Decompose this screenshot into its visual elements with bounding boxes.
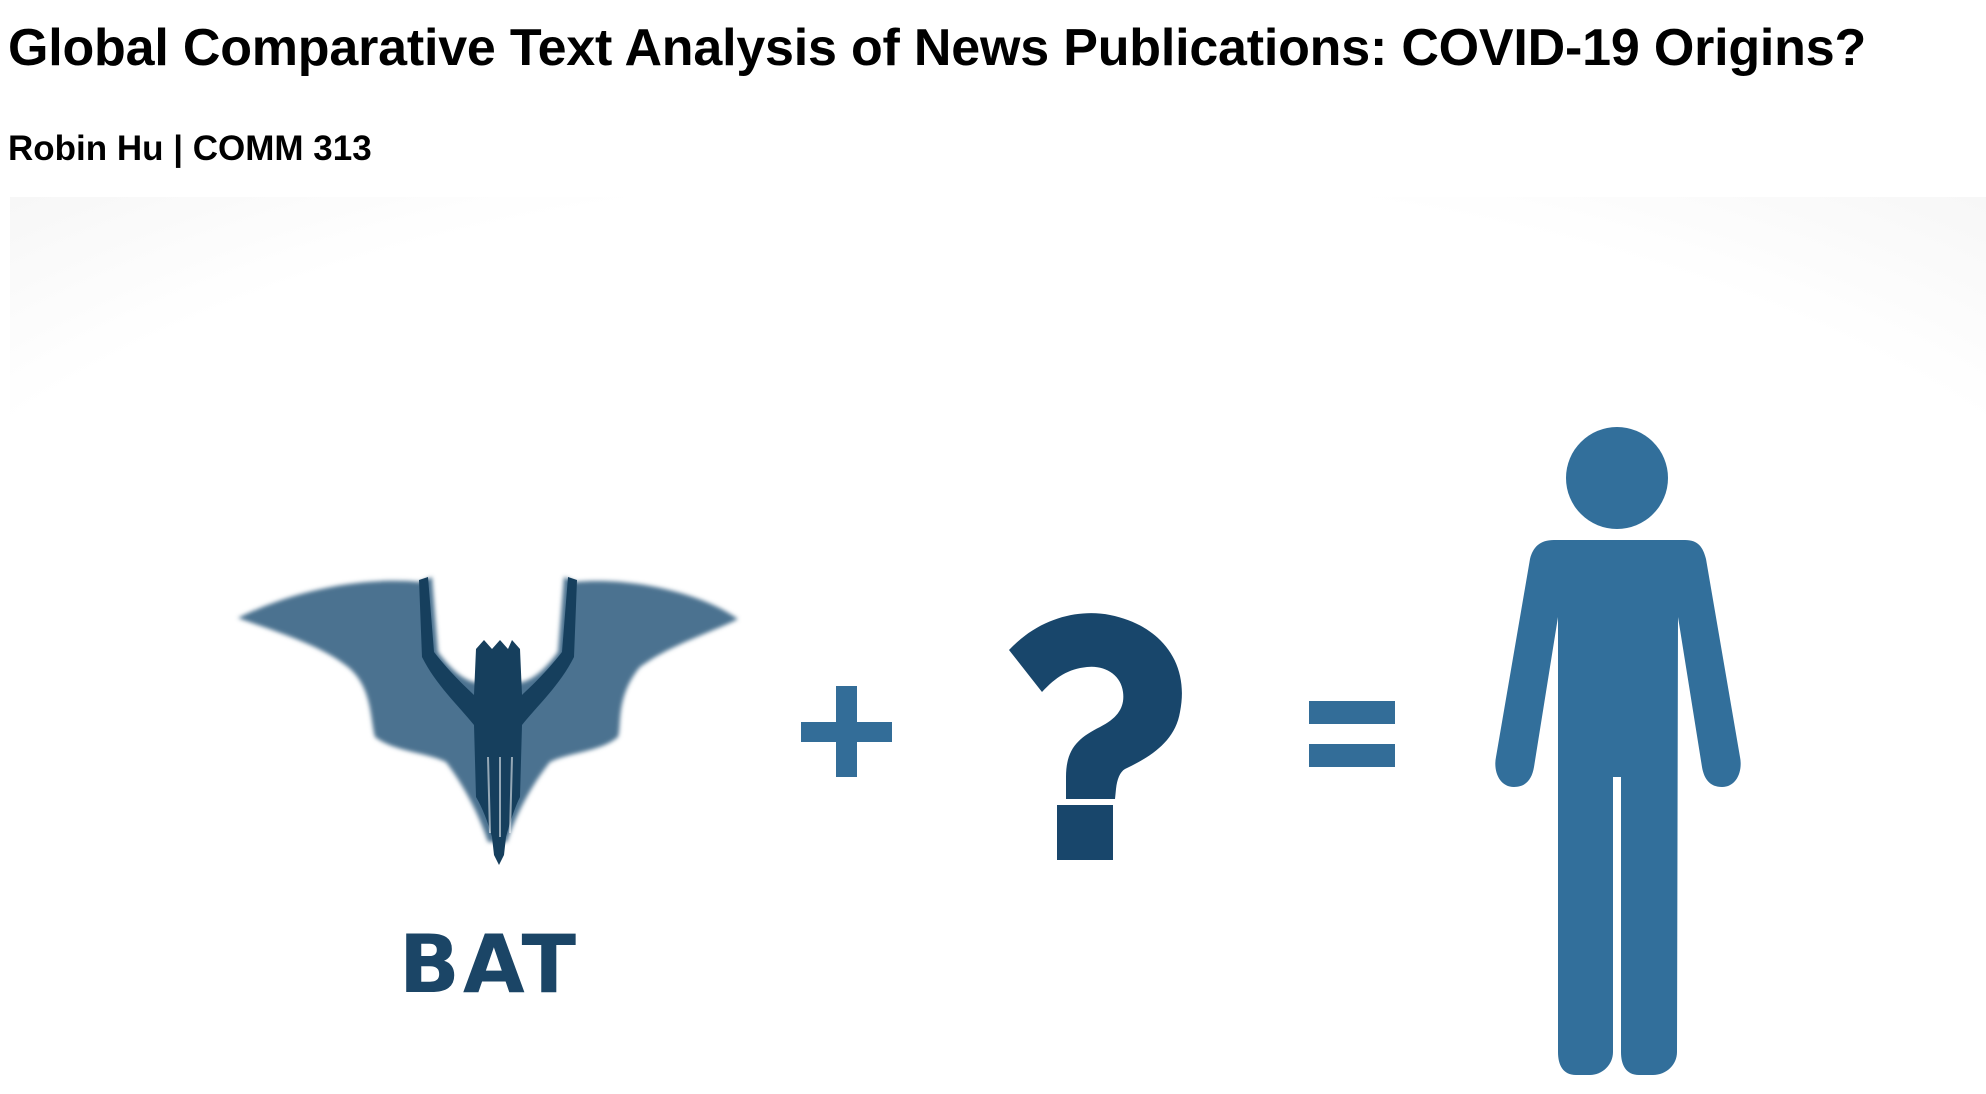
- bat-leg-lines: [487, 756, 513, 837]
- page-title: Global Comparative Text Analysis of News…: [8, 19, 1867, 77]
- bat-icon: [238, 577, 738, 865]
- hero-illustration: BAT: [238, 427, 1741, 1075]
- equals-icon: [1309, 701, 1395, 767]
- question-mark-icon: [1009, 613, 1182, 860]
- person-icon: [1495, 427, 1741, 1075]
- hero-image: BAT: [10, 197, 1986, 1094]
- author-course-byline: Robin Hu | COMM 313: [8, 129, 372, 168]
- bat-label: BAT: [399, 918, 579, 1011]
- bat-wings: [238, 577, 738, 842]
- bat-body: [419, 577, 577, 865]
- plus-icon: [801, 686, 892, 777]
